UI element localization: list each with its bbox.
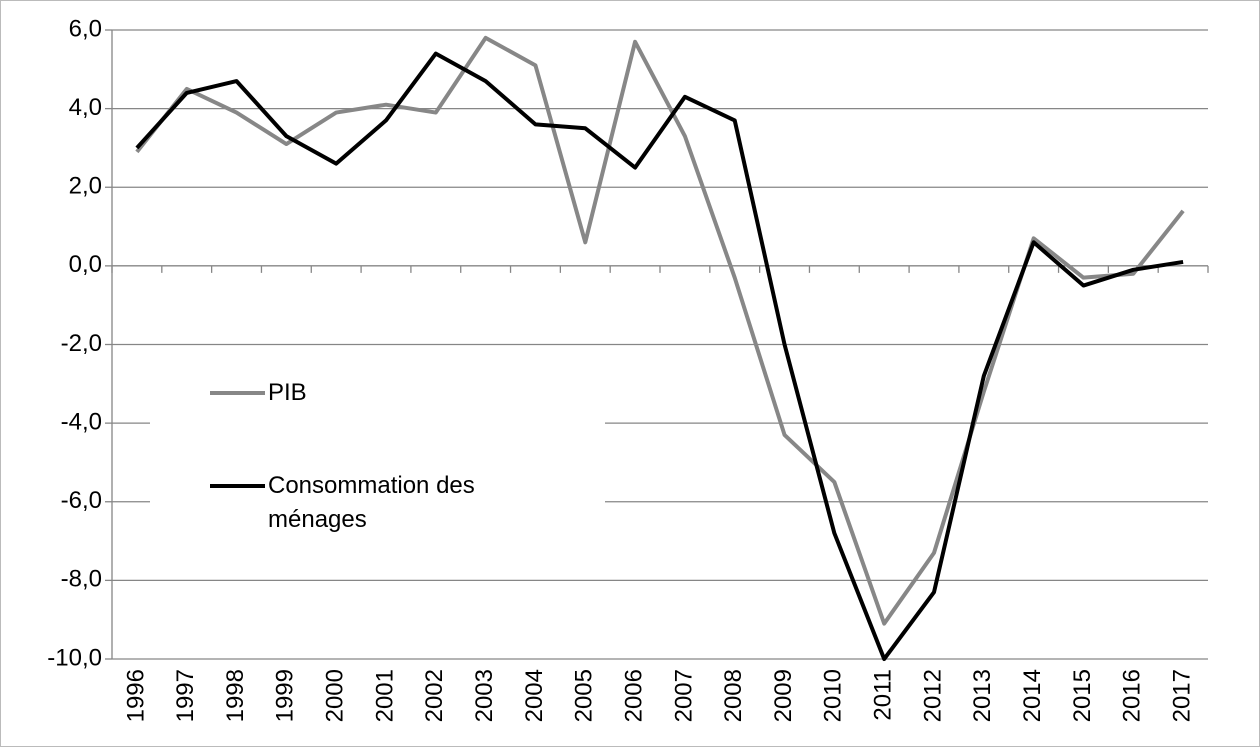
x-tick-label: 2008 [720,669,747,722]
legend-label-box: PIB [268,379,307,406]
series-line [135,35,1185,626]
x-tick-label: 2016 [1119,669,1146,722]
x-tick-label: 1997 [172,669,199,722]
x-tick-label: 2003 [471,669,498,722]
y-tick-label: 2,0 [69,173,102,200]
x-tick-label: 2000 [322,669,349,722]
lines [135,35,1185,661]
x-tick-label: 1999 [272,669,299,722]
x-tick-label: 2006 [620,669,647,722]
legend-background [150,355,605,555]
x-tick-label: 2007 [670,669,697,722]
x-tick-label: 2001 [371,669,398,722]
y-tick-label: -10,0 [47,644,102,671]
y-tick-label: 6,0 [69,15,102,42]
y-tick-label: -6,0 [61,487,102,514]
y-tick-label: -8,0 [61,566,102,593]
legend: PIB Consommation des ménages [210,379,475,533]
x-tick-label: 1996 [122,669,149,722]
series-line [135,51,1184,661]
x-tick-label: 1998 [222,669,249,722]
x-tick-label: 2002 [421,669,448,722]
legend-label-box: Consommation des ménages [268,472,475,533]
y-tick-label: -4,0 [61,408,102,435]
x-tick-label: 2005 [571,669,598,722]
x-tick-label: 2009 [770,669,797,722]
y-tick-label: -2,0 [61,330,102,357]
y-tick-label: 4,0 [69,94,102,121]
x-tick-label: 2011 [870,669,897,721]
x-tick-label: 2017 [1168,669,1195,722]
x-tick-label: 2015 [1069,669,1096,722]
x-tick-label: 2010 [820,669,847,722]
axes: 6,0 4,0 2,0 0,0 -2,0 -4,0 -6,0 -8,0 -10,0 1996 199… [47,15,1209,722]
legend-label: Consommation des ménages [268,472,475,533]
x-tick-label: 2014 [1019,669,1046,722]
x-tick-label: 2004 [521,669,548,722]
x-tick-label: 2013 [969,669,996,722]
x-tick-label: 2012 [919,669,946,722]
y-tick-label: 0,0 [69,251,102,278]
legend-label: PIB [268,379,307,406]
